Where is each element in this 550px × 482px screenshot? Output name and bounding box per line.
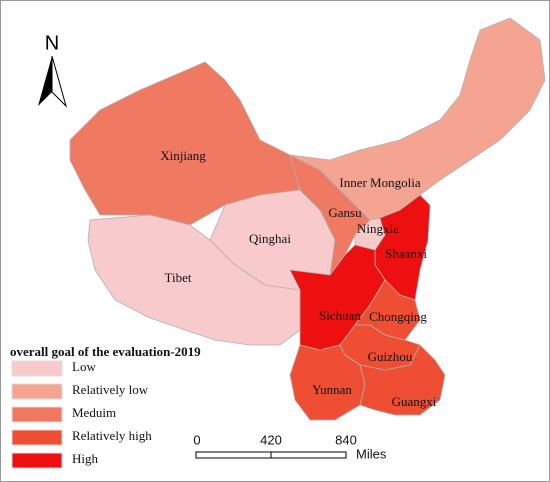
legend-swatch	[11, 429, 63, 446]
region-label: Tibet	[165, 270, 192, 285]
legend-label: Low	[72, 359, 96, 374]
legend-label: Meduim	[72, 405, 116, 420]
scale-unit: Miles	[356, 446, 387, 461]
legend-label: Relatively high	[72, 428, 152, 443]
region-label: Xinjiang	[160, 148, 206, 163]
legend-title: overall goal of the evaluation-2019	[10, 344, 201, 359]
legend-label: High	[72, 451, 99, 466]
region-label: Sichuan	[319, 308, 361, 323]
region-label: Yunnan	[312, 382, 352, 397]
legend-swatch	[11, 360, 63, 377]
regions	[69, 17, 546, 421]
north-label: N	[45, 32, 59, 54]
region-label: Inner Mongolia	[339, 175, 420, 190]
region-label: Gansu	[328, 205, 362, 220]
north-arrow-left	[38, 56, 52, 106]
legend-label: Relatively low	[72, 382, 149, 397]
legend-swatch	[11, 383, 63, 400]
north-arrow-right	[51, 55, 67, 108]
north-arrow: N	[38, 32, 67, 108]
region-label: Guizhou	[368, 349, 413, 364]
legend-swatch	[11, 452, 63, 469]
region-label: Ningxia	[357, 221, 399, 236]
region-label: Shaanxi	[385, 246, 427, 261]
scale-tick: 0	[193, 432, 200, 447]
region-label: Chongqing	[369, 309, 427, 324]
scale-tick: 840	[335, 432, 357, 447]
region-tibet	[87, 214, 301, 346]
region-label: Guangxi	[392, 394, 437, 409]
legend: Low Relatively low Meduim Relatively high Hi…	[11, 359, 152, 469]
region-guangxi	[359, 344, 446, 416]
region-label: Qinghai	[249, 231, 291, 246]
scale-bar: 0 420 840 Miles	[193, 432, 386, 461]
legend-swatch	[11, 406, 63, 423]
scale-tick: 420	[260, 432, 282, 447]
